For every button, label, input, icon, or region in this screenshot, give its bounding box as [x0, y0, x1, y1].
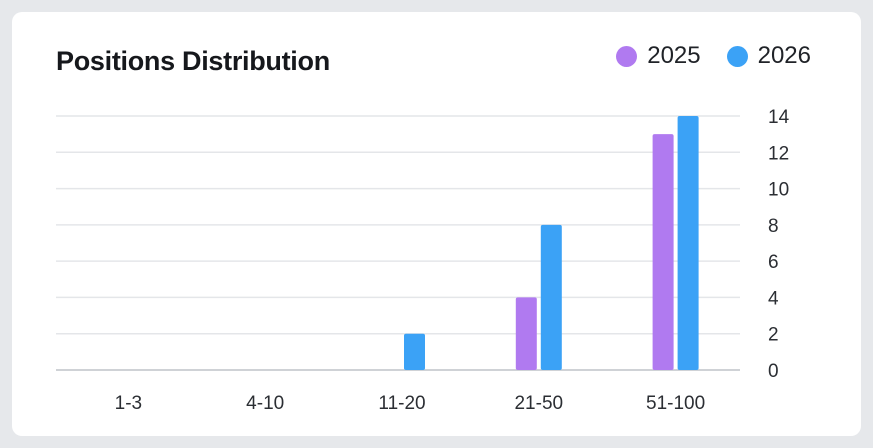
legend-label-2026: 2026 — [757, 42, 811, 69]
chart-card: Positions Distribution 2025 2026 0 2 4 6 8 10… — [12, 12, 861, 436]
x-tick-label: 11-20 — [378, 393, 425, 414]
legend-item-2026[interactable]: 2026 — [726, 42, 811, 70]
bar-2026-51-100[interactable] — [677, 116, 699, 370]
x-tick-label: 4-10 — [246, 393, 284, 414]
y-tick-label: 14 — [768, 107, 790, 128]
legend-label-2025: 2025 — [647, 42, 701, 69]
x-tick-label: 51-100 — [646, 393, 705, 414]
y-tick-label: 6 — [768, 252, 779, 273]
chart-legend: 2025 2026 — [616, 42, 811, 70]
bar-2025-21-50[interactable] — [515, 297, 537, 370]
bar-2026-21-50[interactable] — [540, 224, 562, 370]
bar-2026-11-20[interactable] — [404, 333, 425, 370]
y-tick-label: 8 — [768, 216, 779, 237]
x-tick-label: 21-50 — [514, 393, 563, 414]
y-tick-label: 10 — [768, 180, 789, 201]
y-tick-label: 4 — [768, 288, 779, 309]
y-tick-label: 0 — [768, 361, 779, 382]
chart-title: Positions Distribution — [56, 46, 330, 76]
legend-swatch-2025 — [616, 45, 638, 67]
y-tick-label: 2 — [768, 325, 779, 346]
y-tick-label: 12 — [768, 143, 789, 164]
bar-2025-51-100[interactable] — [652, 134, 674, 370]
x-tick-label: 1-3 — [115, 393, 142, 414]
legend-item-2025[interactable]: 2025 — [616, 42, 701, 70]
legend-swatch-2026 — [726, 45, 748, 67]
bar-chart: 0 2 4 6 8 10 12 14 1-3 4-10 11-20 21-50 51-100 — [56, 107, 790, 414]
